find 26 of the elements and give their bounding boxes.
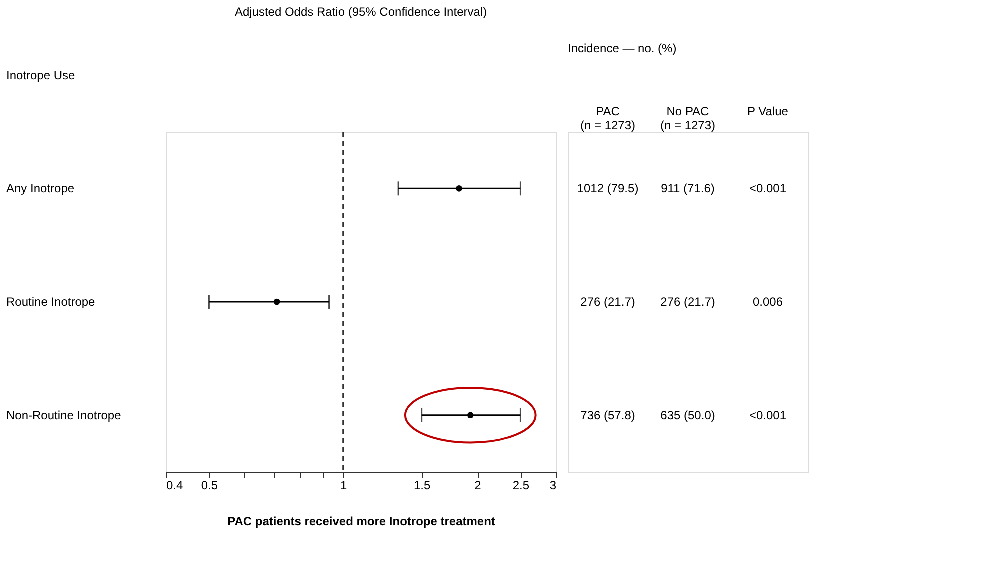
text: 635 (50.0): [660, 408, 716, 422]
x-tick-label: 2: [474, 478, 482, 492]
x-tick-label: 1.5: [414, 478, 431, 492]
y-axis-title: Inotrope Use: [6, 68, 76, 82]
x-tick-label: 1: [340, 478, 348, 492]
y-tick-label: Routine Inotrope: [6, 295, 96, 309]
x-tick-label: 0.4: [166, 478, 184, 492]
text: 1012 (79.5): [577, 182, 639, 196]
text: 736 (57.8): [580, 408, 636, 422]
text: 911 (71.6): [661, 182, 715, 196]
x-tick-label: 2.5: [512, 478, 530, 492]
text: 0.006: [752, 295, 784, 309]
y-tick-label: Any Inotrope: [6, 182, 75, 196]
text: PAC (n = 1273): [580, 104, 636, 132]
y-tick-label: Non-Routine Inotrope: [6, 408, 122, 422]
x-axis-title: PAC patients received more Inotrope treatment: [228, 514, 496, 528]
text: <0.001: [749, 182, 787, 196]
text: No PAC (n = 1273): [660, 104, 716, 132]
text: <0.001: [749, 408, 787, 422]
x-tick-label: 3: [550, 478, 557, 492]
x-tick-label: 0.5: [201, 478, 218, 492]
chart-title: Adjusted Odds Ratio (95% Confidence Interval): [234, 5, 488, 19]
text: 276 (21.7): [660, 295, 716, 309]
text: Incidence — no. (%): [568, 41, 677, 56]
text: 276 (21.7): [580, 295, 636, 309]
text: P Value: [748, 104, 789, 118]
